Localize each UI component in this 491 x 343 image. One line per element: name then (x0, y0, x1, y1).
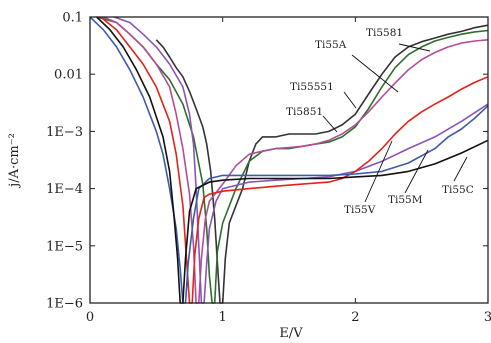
x-axis-label: E/V (279, 326, 303, 341)
series-line-5 (89, 16, 489, 304)
axis-ticks (89, 16, 489, 304)
series-annotation: Ti55V (344, 204, 376, 216)
annotation-pointer (404, 149, 429, 194)
series-line-6 (96, 16, 489, 304)
series-line-1 (96, 16, 489, 304)
annotation-pointer (343, 91, 357, 109)
series-annotation: Ti5581 (366, 27, 403, 39)
series-line-3 (113, 16, 489, 304)
y-axis-label: j/A·cm⁻² (7, 133, 22, 189)
series-annotation: Ti55551 (290, 81, 334, 93)
series-annotation: Ti55M (388, 194, 423, 206)
x-tick-label: 0 (86, 310, 94, 325)
x-tick-label: 2 (351, 310, 359, 325)
series-annotation: Ti55A (315, 39, 347, 51)
y-tick-label: 1E−3 (46, 125, 83, 140)
label-pointers (322, 43, 468, 203)
series-line-4 (100, 16, 489, 304)
y-tick-label: 1E−6 (46, 297, 83, 312)
x-tick-label: 3 (484, 310, 491, 325)
plot-frame (89, 16, 489, 304)
series-annotation: Ti5851 (286, 106, 323, 118)
y-tick-label: 0.01 (54, 68, 83, 83)
y-tick-label: 1E−5 (46, 239, 83, 254)
annotation-pointer (351, 54, 399, 93)
series-annotation: Ti55C (442, 184, 474, 196)
series-line-2 (102, 16, 489, 304)
annotation-pointer (398, 43, 431, 52)
annotation-pointer (364, 140, 393, 203)
series-lines (89, 16, 489, 304)
series-annotations: Ti5581 Ti55A Ti55551 Ti5851 Ti55V Ti55M Ti55C (286, 27, 474, 216)
annotation-pointer (453, 156, 468, 182)
y-tick-label: 1E−4 (46, 182, 83, 197)
annotation-pointer (322, 115, 338, 133)
y-tick-label: 0.1 (62, 11, 83, 26)
x-tick-label: 1 (219, 310, 227, 325)
axis-tick-labels: 0 1 2 3 1E−6 1E−5 1E−4 1E−3 0.01 0.1 (46, 11, 491, 326)
